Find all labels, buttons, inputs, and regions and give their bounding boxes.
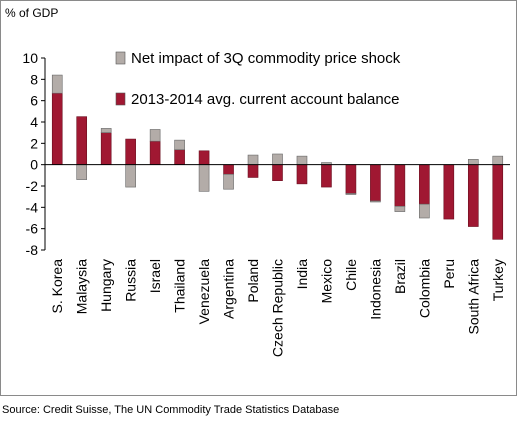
y-tick-label-0: 10 xyxy=(22,50,38,66)
bar-commodity-shock-8 xyxy=(247,154,259,165)
bar-commodity-shock-18 xyxy=(492,155,504,165)
y-tick-label-1: 8 xyxy=(30,71,38,87)
x-tick-label-14: Brazil xyxy=(392,259,408,294)
x-tick-label-2: Hungary xyxy=(98,259,114,312)
x-tick-label-6: Venezuela xyxy=(196,259,212,325)
y-axis-label: % of GDP xyxy=(5,6,58,20)
x-tick-label-17: South Africa xyxy=(465,259,481,335)
y-tick-label-5: 0 xyxy=(30,157,38,173)
bar-commodity-shock-9 xyxy=(272,153,283,165)
bar-current-account-16 xyxy=(443,164,455,220)
bar-current-account-0 xyxy=(51,92,63,165)
bar-commodity-shock-7 xyxy=(223,173,234,190)
x-tick-label-10: India xyxy=(294,259,310,290)
source-note: Source: Credit Suisse, The UN Commodity … xyxy=(2,404,340,416)
x-tick-label-8: Poland xyxy=(245,259,261,303)
x-tick-label-1: Malaysia xyxy=(74,259,90,314)
y-tick-label-9: -8 xyxy=(26,242,39,258)
y-tick-label-8: -6 xyxy=(26,221,39,237)
x-tick-label-11: Mexico xyxy=(318,259,334,304)
bar-current-account-11 xyxy=(321,164,332,188)
bar-commodity-shock-0 xyxy=(51,74,63,94)
x-tick-label-0: S. Korea xyxy=(49,259,65,314)
bar-current-account-9 xyxy=(272,164,283,181)
x-tick-label-9: Czech Republic xyxy=(270,259,286,357)
y-tick-label-2: 6 xyxy=(30,93,38,109)
x-tick-label-4: Israel xyxy=(147,259,163,293)
axes-layer: S. Korea Malaysia Hungary Russia Israel Thail… xyxy=(22,50,510,357)
bar-commodity-shock-12 xyxy=(345,193,357,195)
x-tick-label-7: Argentina xyxy=(221,259,237,319)
x-tick-label-18: Turkey xyxy=(490,259,506,301)
x-tick-label-3: Russia xyxy=(123,259,139,302)
bar-current-account-15 xyxy=(419,164,430,205)
legend-swatch-1 xyxy=(115,92,126,106)
bar-current-account-7 xyxy=(223,164,234,175)
bar-commodity-shock-10 xyxy=(296,155,308,165)
bar-current-account-2 xyxy=(100,132,112,165)
bar-commodity-shock-5 xyxy=(174,139,185,151)
x-tick-label-12: Chile xyxy=(343,259,359,291)
bar-commodity-shock-3 xyxy=(125,164,136,188)
bar-current-account-12 xyxy=(345,164,357,194)
bar-commodity-shock-2 xyxy=(100,128,112,133)
x-tick-label-16: Peru xyxy=(441,259,457,289)
x-tick-label-13: Indonesia xyxy=(367,259,383,320)
bar-commodity-shock-6 xyxy=(198,164,210,192)
legend-label-0: Net impact of 3Q commodity price shock xyxy=(131,50,401,67)
y-tick-label-4: 2 xyxy=(30,135,38,151)
bar-current-account-3 xyxy=(125,138,136,165)
legend: Net impact of 3Q commodity price shock 20… xyxy=(115,50,401,108)
x-tick-label-15: Colombia xyxy=(416,259,432,318)
bar-current-account-14 xyxy=(394,164,406,207)
bar-current-account-8 xyxy=(247,164,259,178)
bar-current-account-1 xyxy=(76,116,88,165)
bar-current-account-5 xyxy=(174,149,185,165)
bar-current-account-17 xyxy=(467,164,479,227)
bar-commodity-shock-17 xyxy=(467,159,479,165)
chart-frame: % of GDP S. Korea Malaysia Hungary Russia Is… xyxy=(0,0,517,396)
y-tick-label-7: -4 xyxy=(26,199,39,215)
bar-current-account-4 xyxy=(149,140,161,165)
legend-swatch-0 xyxy=(115,51,126,65)
bar-commodity-shock-13 xyxy=(370,200,381,203)
bar-commodity-shock-15 xyxy=(419,203,430,219)
y-tick-label-3: 4 xyxy=(30,114,38,130)
bar-current-account-13 xyxy=(370,164,381,202)
legend-label-1: 2013-2014 avg. current account balance xyxy=(131,91,400,108)
bar-chart: % of GDP S. Korea Malaysia Hungary Russia Is… xyxy=(5,6,510,357)
bar-current-account-10 xyxy=(296,164,308,185)
bar-commodity-shock-4 xyxy=(149,129,161,142)
bar-current-account-18 xyxy=(492,164,504,240)
x-tick-label-5: Thailand xyxy=(172,259,188,313)
bar-commodity-shock-14 xyxy=(394,205,406,212)
bar-commodity-shock-1 xyxy=(76,164,88,180)
y-tick-label-6: -2 xyxy=(26,178,39,194)
bar-current-account-6 xyxy=(198,150,210,165)
